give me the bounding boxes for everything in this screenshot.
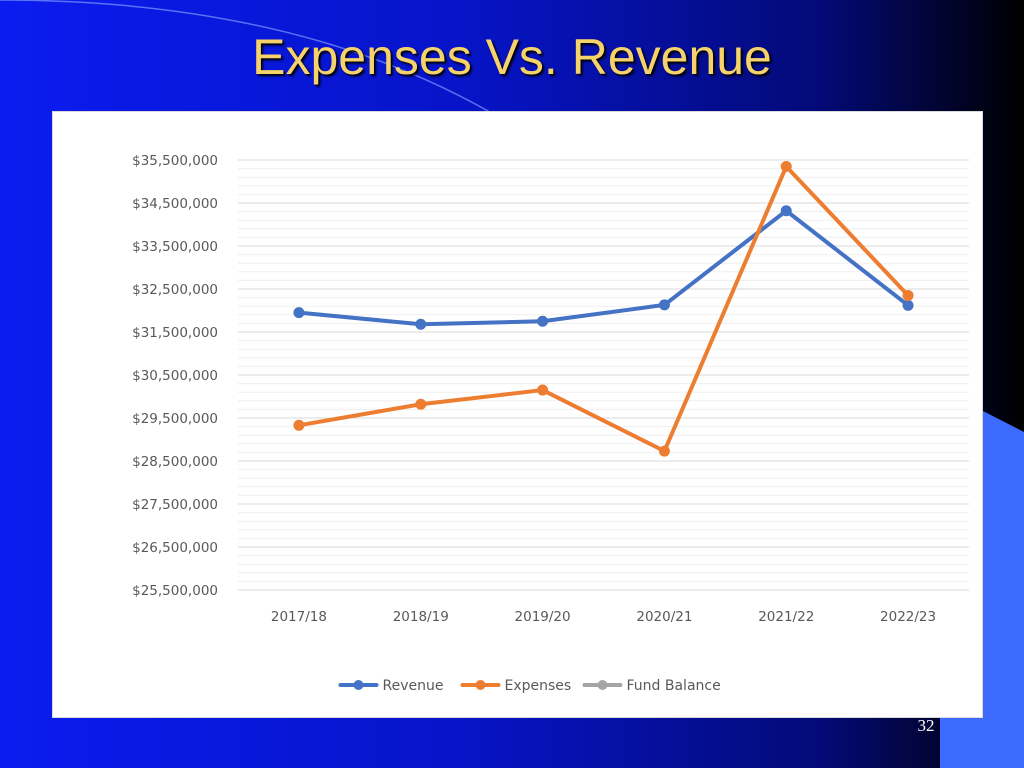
y-tick-label: $28,500,000 [132, 454, 218, 470]
expenses-point [293, 419, 305, 431]
legend-marker [597, 680, 608, 690]
expenses-point [415, 398, 427, 410]
expenses-point [902, 289, 914, 301]
y-tick-label: $30,500,000 [132, 368, 218, 384]
legend-marker [353, 680, 364, 690]
x-tick-label: 2017/18 [271, 609, 327, 625]
page-number: 32 [917, 716, 935, 735]
y-axis-tick-labels: $35,500,000 $34,500,000 $33,500,000 $32,500… [132, 153, 218, 599]
x-tick-label: 2018/19 [393, 609, 449, 625]
x-tick-label: 2021/22 [758, 609, 814, 625]
x-tick-label: 2020/21 [636, 609, 692, 625]
y-tick-label: $29,500,000 [132, 411, 218, 427]
x-tick-label: 2019/20 [515, 609, 571, 625]
expenses-point [780, 160, 792, 172]
expenses-line [296, 164, 911, 454]
series-points [293, 160, 914, 457]
legend-marker [475, 680, 486, 690]
legend-item-fund-balance: Fund Balance [582, 678, 721, 694]
legend-item-expenses: Expenses [460, 678, 572, 694]
expenses-point [658, 445, 670, 457]
y-tick-label: $27,500,000 [132, 497, 218, 513]
y-tick-label: $32,500,000 [132, 282, 218, 298]
revenue-point [537, 315, 549, 327]
revenue-point [415, 318, 427, 330]
y-tick-label: $35,500,000 [132, 153, 218, 169]
line-chart: $35,500,000 $34,500,000 $33,500,000 $32,500… [132, 153, 969, 694]
series-lines [296, 164, 911, 454]
y-tick-label: $34,500,000 [132, 196, 218, 212]
y-tick-label: $31,500,000 [132, 325, 218, 341]
slide-title: Expenses Vs. Revenue [252, 29, 772, 85]
legend-label: Fund Balance [627, 678, 721, 694]
x-axis-tick-labels: 2017/18 2018/19 2019/20 2020/21 2021/22 2022/… [271, 609, 936, 625]
y-tick-label: $26,500,000 [132, 540, 218, 556]
y-tick-label: $33,500,000 [132, 239, 218, 255]
revenue-point [658, 299, 670, 311]
x-tick-label: 2022/23 [880, 609, 936, 625]
legend-label: Expenses [505, 678, 572, 694]
revenue-point [293, 307, 305, 319]
expenses-point [537, 384, 549, 396]
legend-label: Revenue [383, 678, 444, 694]
chart-panel: $35,500,000 $34,500,000 $33,500,000 $32,500… [52, 111, 983, 718]
chart-legend: Revenue Expenses Fund Balance [338, 678, 721, 694]
y-tick-label: $25,500,000 [132, 583, 218, 599]
revenue-point [902, 299, 914, 311]
revenue-point [780, 205, 792, 217]
revenue-line [296, 208, 911, 327]
major-gridlines [238, 159, 969, 591]
legend-item-revenue: Revenue [338, 678, 444, 694]
